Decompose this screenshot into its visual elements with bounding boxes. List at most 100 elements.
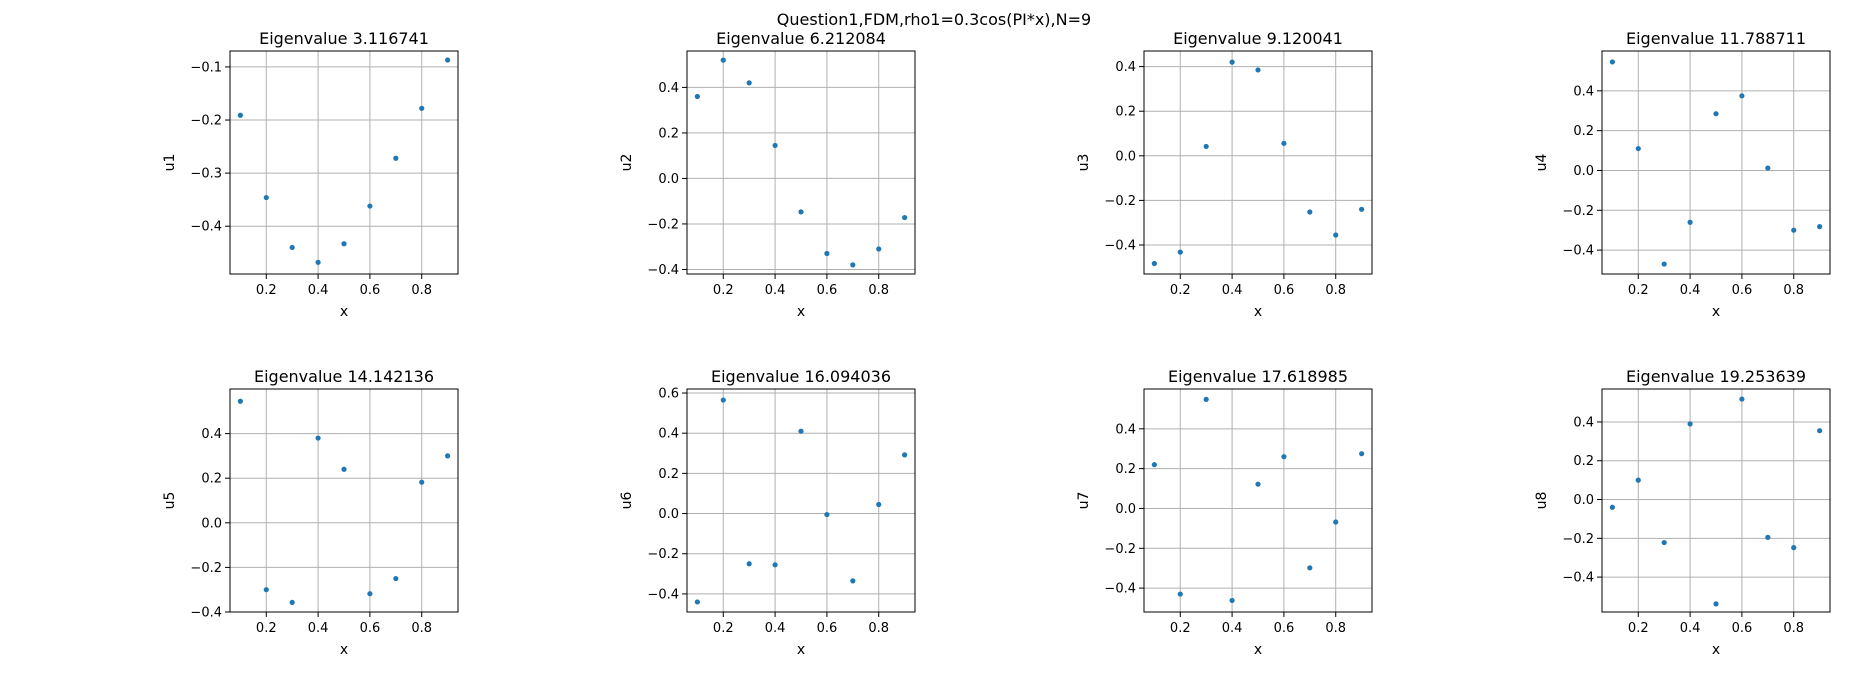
data-point <box>1687 421 1693 427</box>
data-point <box>237 112 243 118</box>
data-point <box>1359 206 1365 212</box>
data-point <box>902 452 908 458</box>
data-point <box>772 562 778 568</box>
y-axis-label: u5 <box>162 492 178 510</box>
x-tick-label: 0.6 <box>360 283 381 298</box>
subplot-2: 0.2 0.4 0.6 0.8 −0.4 −0.2 0.0 0.2 0.4 Eigenvalue … <box>619 29 916 320</box>
subplot-3: 0.2 0.4 0.6 0.8 −0.4 −0.2 0.0 0.2 0.4 Eigenvalue … <box>1076 29 1373 320</box>
x-tick-label: 0.6 <box>1274 621 1295 636</box>
x-axis-label: x <box>1712 642 1720 658</box>
y-axis-label: u2 <box>619 154 635 172</box>
subplot-grid: 0.2 0.4 0.6 0.8 −0.4 −0.3 −0.2 −0.1 Eigenvalue 3… <box>162 29 1831 658</box>
data-point <box>1765 165 1771 171</box>
data-point <box>393 575 399 582</box>
x-axis-label: x <box>1254 304 1262 320</box>
data-point <box>1333 519 1339 525</box>
y-tick-label: 0.4 <box>201 427 222 442</box>
x-tick-label: 0.4 <box>765 283 786 298</box>
data-point <box>720 397 726 403</box>
data-point <box>445 453 451 459</box>
y-tick-label: 0.0 <box>658 507 679 522</box>
plot-frame <box>686 388 916 613</box>
data-point <box>445 57 451 63</box>
subplot-1: 0.2 0.4 0.6 0.8 −0.4 −0.3 −0.2 −0.1 Eigenvalue 3… <box>162 29 459 320</box>
y-tick-label: 0.6 <box>658 387 679 402</box>
y-tick-label: −0.4 <box>1562 244 1594 259</box>
y-tick-label: 0.0 <box>658 172 679 187</box>
data-point <box>1333 232 1339 238</box>
x-tick-label: 0.6 <box>1732 283 1753 298</box>
data-point <box>850 262 856 268</box>
y-tick-label: 0.2 <box>1115 105 1136 120</box>
data-point <box>1177 249 1183 255</box>
subplot-title: Eigenvalue 19.253639 <box>1626 367 1806 386</box>
x-tick-label: 0.4 <box>308 283 329 298</box>
x-tick-label: 0.2 <box>1170 283 1191 298</box>
subplot-title: Eigenvalue 16.094036 <box>711 367 891 386</box>
x-tick-label: 0.6 <box>360 621 381 636</box>
data-point <box>289 599 295 606</box>
subplot-title: Eigenvalue 11.788711 <box>1626 29 1806 48</box>
subplot-7: 0.2 0.4 0.6 0.8 −0.4 −0.2 0.0 0.2 0.4 Eigenvalue … <box>1076 367 1373 658</box>
data-point <box>1635 477 1641 483</box>
data-point <box>367 591 373 597</box>
data-point <box>1229 59 1235 65</box>
data-point <box>1817 428 1823 434</box>
data-point <box>1661 261 1667 267</box>
subplot-6: 0.2 0.4 0.6 0.8 −0.4 −0.2 0.0 0.2 0.4 0.6 Eigenval… <box>619 367 916 658</box>
x-tick-label: 0.2 <box>1170 621 1191 636</box>
y-tick-label: −0.4 <box>1104 239 1136 254</box>
y-tick-label: 0.4 <box>1115 60 1136 75</box>
x-tick-label: 0.8 <box>1325 283 1346 298</box>
data-point <box>902 214 908 221</box>
y-tick-label: 0.4 <box>1573 415 1594 430</box>
x-axis-label: x <box>797 304 805 320</box>
y-axis-label: u1 <box>162 154 178 172</box>
data-point <box>1687 219 1693 225</box>
data-point <box>798 209 804 215</box>
x-axis-label: x <box>1712 304 1720 320</box>
data-point <box>289 244 295 251</box>
data-point <box>824 511 830 518</box>
data-point <box>419 479 425 485</box>
subplot-8: 0.2 0.4 0.6 0.8 −0.4 −0.2 0.0 0.2 0.4 Eigenvalue … <box>1534 367 1831 658</box>
x-tick-label: 0.2 <box>713 621 734 636</box>
y-tick-label: 0.0 <box>1573 164 1594 179</box>
plot-frame <box>229 50 459 275</box>
data-point <box>1739 396 1745 402</box>
data-point <box>1609 504 1615 510</box>
subplot-title: Eigenvalue 14.142136 <box>254 367 434 386</box>
y-tick-label: −0.2 <box>647 217 679 232</box>
x-tick-label: 0.6 <box>817 621 838 636</box>
y-tick-label: −0.4 <box>647 263 679 278</box>
y-tick-label: −0.4 <box>1104 582 1136 597</box>
x-tick-label: 0.4 <box>765 621 786 636</box>
data-point <box>746 561 752 567</box>
data-point <box>1713 111 1719 117</box>
y-tick-label: 0.2 <box>201 472 222 487</box>
data-point <box>419 105 425 111</box>
x-axis-label: x <box>340 304 348 320</box>
data-point <box>720 57 726 63</box>
subplot-title: Eigenvalue 17.618985 <box>1168 367 1348 386</box>
data-point <box>1635 145 1641 152</box>
y-axis-label: u6 <box>619 492 635 510</box>
x-tick-label: 0.4 <box>1222 283 1243 298</box>
data-point <box>1177 591 1183 597</box>
x-axis-label: x <box>340 642 348 658</box>
y-tick-label: −0.4 <box>1562 571 1594 586</box>
y-tick-label: −0.2 <box>1104 194 1136 209</box>
data-point <box>798 428 804 434</box>
data-point <box>1255 481 1261 487</box>
data-point <box>1661 539 1667 546</box>
data-point <box>1713 601 1719 607</box>
data-point <box>1281 140 1287 146</box>
y-tick-label: 0.2 <box>658 126 679 141</box>
y-tick-label: 0.0 <box>201 516 222 531</box>
y-tick-label: −0.2 <box>647 547 679 562</box>
x-tick-label: 0.2 <box>1628 621 1649 636</box>
subplot-5: 0.2 0.4 0.6 0.8 −0.4 −0.2 0.0 0.2 0.4 Eigenvalue … <box>162 367 459 658</box>
x-tick-label: 0.2 <box>256 621 277 636</box>
y-tick-label: 0.4 <box>1573 84 1594 99</box>
